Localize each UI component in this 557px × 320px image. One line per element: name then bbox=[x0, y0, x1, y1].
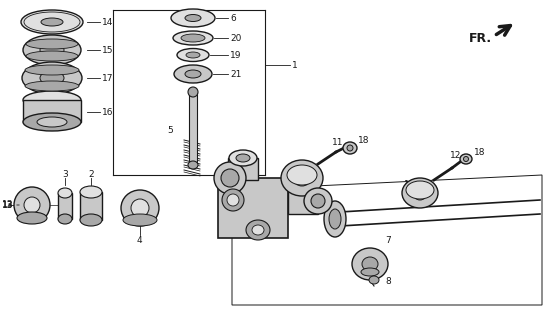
Ellipse shape bbox=[343, 142, 357, 154]
Ellipse shape bbox=[185, 70, 201, 78]
Bar bbox=[288, 188, 318, 214]
Ellipse shape bbox=[227, 194, 239, 206]
Ellipse shape bbox=[25, 81, 79, 91]
Ellipse shape bbox=[304, 188, 332, 214]
Ellipse shape bbox=[329, 209, 341, 229]
Text: 3: 3 bbox=[62, 170, 68, 179]
Ellipse shape bbox=[14, 187, 50, 223]
Ellipse shape bbox=[352, 248, 388, 280]
Bar bbox=[189, 92, 197, 162]
Ellipse shape bbox=[222, 189, 244, 211]
Text: FR.: FR. bbox=[469, 31, 492, 44]
Ellipse shape bbox=[324, 201, 346, 237]
Bar bbox=[23, 100, 81, 122]
Ellipse shape bbox=[181, 34, 205, 42]
Text: 9: 9 bbox=[284, 165, 290, 174]
Ellipse shape bbox=[347, 145, 353, 151]
Ellipse shape bbox=[23, 91, 81, 109]
Ellipse shape bbox=[26, 51, 78, 61]
Ellipse shape bbox=[413, 186, 427, 200]
Ellipse shape bbox=[80, 214, 102, 226]
Ellipse shape bbox=[362, 257, 378, 271]
Ellipse shape bbox=[463, 156, 468, 162]
Ellipse shape bbox=[24, 197, 40, 213]
Text: 16: 16 bbox=[102, 108, 114, 116]
Text: 8: 8 bbox=[385, 276, 391, 285]
Text: 18: 18 bbox=[474, 148, 486, 156]
Ellipse shape bbox=[131, 199, 149, 217]
Ellipse shape bbox=[246, 220, 270, 240]
Ellipse shape bbox=[369, 276, 379, 284]
Ellipse shape bbox=[188, 161, 198, 169]
Text: 21: 21 bbox=[230, 69, 241, 78]
Ellipse shape bbox=[229, 150, 257, 166]
Ellipse shape bbox=[21, 10, 83, 34]
Ellipse shape bbox=[236, 154, 250, 162]
Text: 5: 5 bbox=[167, 125, 173, 134]
Ellipse shape bbox=[37, 117, 67, 127]
Ellipse shape bbox=[188, 87, 198, 97]
Text: 18: 18 bbox=[358, 135, 369, 145]
Ellipse shape bbox=[460, 154, 472, 164]
Ellipse shape bbox=[406, 181, 434, 199]
Text: 13: 13 bbox=[2, 200, 13, 209]
Text: 12: 12 bbox=[450, 150, 461, 159]
Ellipse shape bbox=[17, 212, 47, 224]
Ellipse shape bbox=[174, 65, 212, 83]
Text: 13: 13 bbox=[2, 201, 13, 210]
Ellipse shape bbox=[402, 178, 438, 208]
Text: 19: 19 bbox=[230, 51, 242, 60]
Ellipse shape bbox=[121, 190, 159, 226]
Ellipse shape bbox=[287, 165, 317, 185]
Text: 4: 4 bbox=[137, 236, 143, 244]
Ellipse shape bbox=[177, 49, 209, 61]
Bar bbox=[228, 158, 258, 180]
Ellipse shape bbox=[221, 169, 239, 187]
Ellipse shape bbox=[25, 65, 79, 75]
Text: 7: 7 bbox=[385, 236, 391, 244]
Text: 6: 6 bbox=[230, 13, 236, 22]
Bar bbox=[58, 193, 72, 219]
Ellipse shape bbox=[40, 43, 64, 57]
Ellipse shape bbox=[58, 188, 72, 198]
Ellipse shape bbox=[22, 62, 82, 94]
Text: 14: 14 bbox=[102, 18, 114, 27]
Ellipse shape bbox=[40, 71, 64, 85]
Ellipse shape bbox=[173, 31, 213, 45]
Text: 17: 17 bbox=[102, 74, 114, 83]
Ellipse shape bbox=[361, 268, 379, 276]
Text: 13: 13 bbox=[2, 201, 13, 210]
Ellipse shape bbox=[214, 162, 246, 194]
Ellipse shape bbox=[185, 14, 201, 21]
Text: 20: 20 bbox=[230, 34, 241, 43]
Ellipse shape bbox=[80, 186, 102, 198]
Text: 2: 2 bbox=[88, 170, 94, 179]
Ellipse shape bbox=[23, 113, 81, 131]
Ellipse shape bbox=[252, 225, 264, 235]
Text: 10: 10 bbox=[404, 180, 416, 188]
Bar bbox=[80, 192, 102, 220]
Text: 1: 1 bbox=[292, 60, 298, 69]
Ellipse shape bbox=[186, 52, 200, 58]
Ellipse shape bbox=[293, 170, 311, 186]
Text: 15: 15 bbox=[102, 45, 114, 54]
Ellipse shape bbox=[41, 18, 63, 26]
Ellipse shape bbox=[311, 194, 325, 208]
Ellipse shape bbox=[26, 39, 78, 49]
Bar bbox=[218, 178, 288, 238]
Ellipse shape bbox=[23, 35, 81, 65]
Text: 11: 11 bbox=[332, 138, 344, 147]
Ellipse shape bbox=[281, 160, 323, 196]
Ellipse shape bbox=[171, 9, 215, 27]
Ellipse shape bbox=[58, 214, 72, 224]
Ellipse shape bbox=[123, 214, 157, 226]
